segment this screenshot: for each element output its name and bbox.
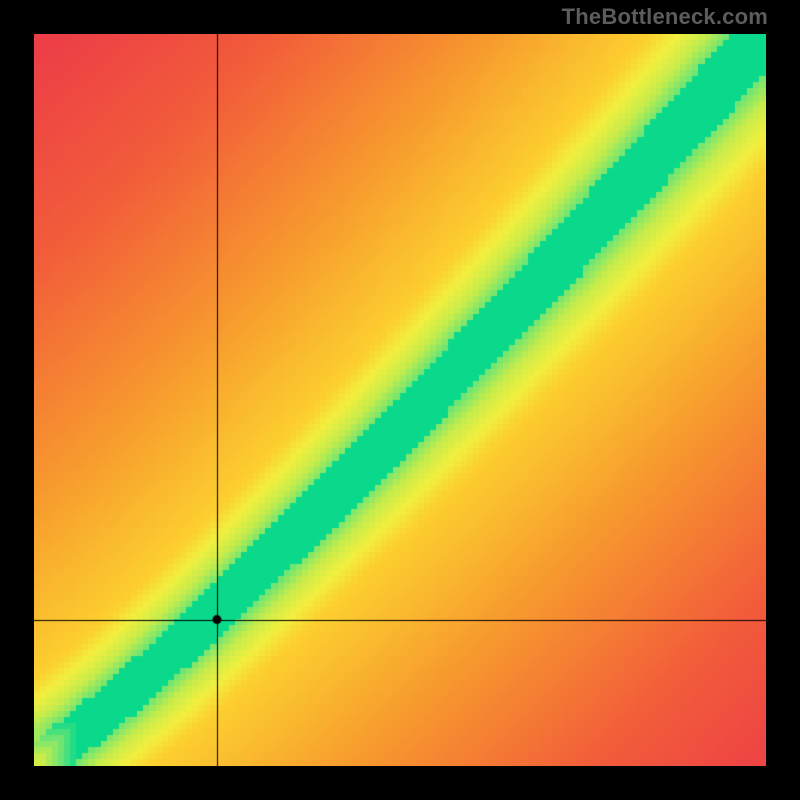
watermark-text: TheBottleneck.com — [562, 4, 768, 30]
plot-area — [34, 34, 766, 766]
heatmap-canvas — [34, 34, 766, 766]
chart-frame: TheBottleneck.com — [0, 0, 800, 800]
